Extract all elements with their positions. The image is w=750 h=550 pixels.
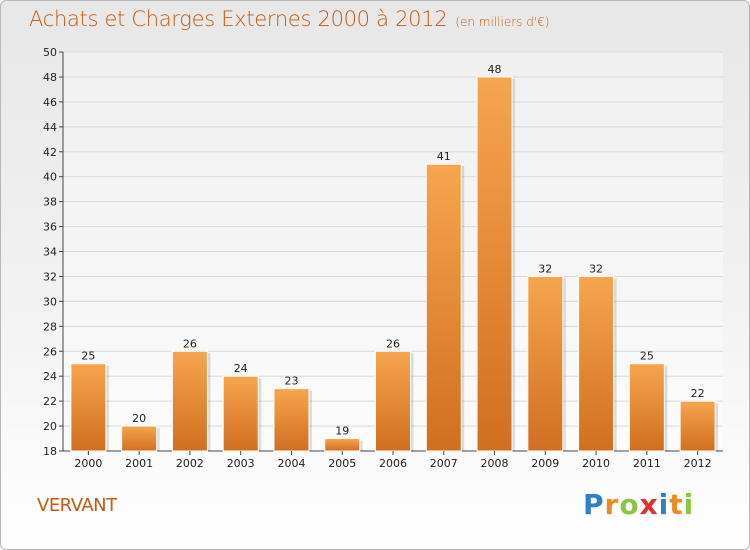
logo-letter: t xyxy=(669,488,684,521)
data-label: 48 xyxy=(488,63,502,76)
data-label: 22 xyxy=(691,387,705,400)
bar xyxy=(324,438,361,452)
data-label: 23 xyxy=(284,375,298,388)
logo-letter: x xyxy=(639,488,659,521)
x-tick-label: 2002 xyxy=(176,457,204,470)
bar xyxy=(476,76,513,452)
x-tick-label: 2008 xyxy=(481,457,509,470)
y-tick-label: 32 xyxy=(43,270,57,283)
chart-title-text: Achats et Charges Externes 2000 à 2012 xyxy=(29,7,448,31)
data-label: 32 xyxy=(589,262,603,275)
proxiti-logo: Proxiti xyxy=(583,488,694,521)
bar xyxy=(679,400,716,452)
chart-subtitle: (en milliers d'€) xyxy=(455,15,550,29)
y-tick-label: 48 xyxy=(43,71,57,84)
y-tick-label: 42 xyxy=(43,146,57,159)
bar xyxy=(222,375,259,452)
x-tick-label: 2000 xyxy=(74,457,102,470)
x-tick-label: 2011 xyxy=(633,457,661,470)
y-tick-label: 22 xyxy=(43,395,57,408)
bar xyxy=(578,275,615,452)
bar xyxy=(273,388,310,452)
bar xyxy=(375,350,411,452)
data-label: 41 xyxy=(437,150,451,163)
logo-letter: i xyxy=(683,488,695,521)
logo-letter: o xyxy=(619,488,640,521)
bar xyxy=(171,350,208,452)
x-tick-label: 2009 xyxy=(531,457,559,470)
x-tick-label: 2012 xyxy=(684,457,712,470)
bar xyxy=(425,163,462,452)
bar xyxy=(527,275,564,452)
data-label: 25 xyxy=(640,350,654,363)
x-tick-label: 2004 xyxy=(277,457,305,470)
bar xyxy=(121,425,158,452)
data-label: 24 xyxy=(234,362,248,375)
y-tick-label: 36 xyxy=(43,221,57,234)
logo-letter: P xyxy=(583,488,605,521)
y-tick-label: 38 xyxy=(43,196,57,209)
y-tick-label: 30 xyxy=(43,295,57,308)
y-tick-label: 46 xyxy=(43,96,57,109)
chart-title: Achats et Charges Externes 2000 à 2012 (e… xyxy=(29,7,549,31)
x-tick-label: 2010 xyxy=(582,457,610,470)
y-tick-label: 18 xyxy=(43,445,57,458)
x-tick-label: 2003 xyxy=(227,457,255,470)
data-label: 26 xyxy=(386,337,400,350)
bar xyxy=(628,363,665,452)
x-tick-label: 2005 xyxy=(328,457,356,470)
y-tick-label: 50 xyxy=(43,46,57,59)
logo-letter: i xyxy=(658,488,670,521)
y-tick-label: 44 xyxy=(43,121,57,134)
commune-name: VERVANT xyxy=(37,495,117,516)
data-label: 19 xyxy=(335,425,349,438)
data-label: 25 xyxy=(81,350,95,363)
x-tick-label: 2006 xyxy=(379,457,407,470)
y-tick-label: 26 xyxy=(43,345,57,358)
y-tick-label: 20 xyxy=(43,420,57,433)
x-tick-label: 2001 xyxy=(125,457,153,470)
y-tick-label: 24 xyxy=(43,370,57,383)
data-label: 26 xyxy=(183,337,197,350)
bar xyxy=(70,363,107,452)
y-tick-label: 28 xyxy=(43,320,57,333)
data-label: 20 xyxy=(132,412,146,425)
logo-letter: r xyxy=(604,488,620,521)
data-label: 32 xyxy=(538,262,552,275)
y-tick-label: 34 xyxy=(43,246,57,259)
y-tick-label: 40 xyxy=(43,171,57,184)
x-tick-label: 2007 xyxy=(430,457,458,470)
